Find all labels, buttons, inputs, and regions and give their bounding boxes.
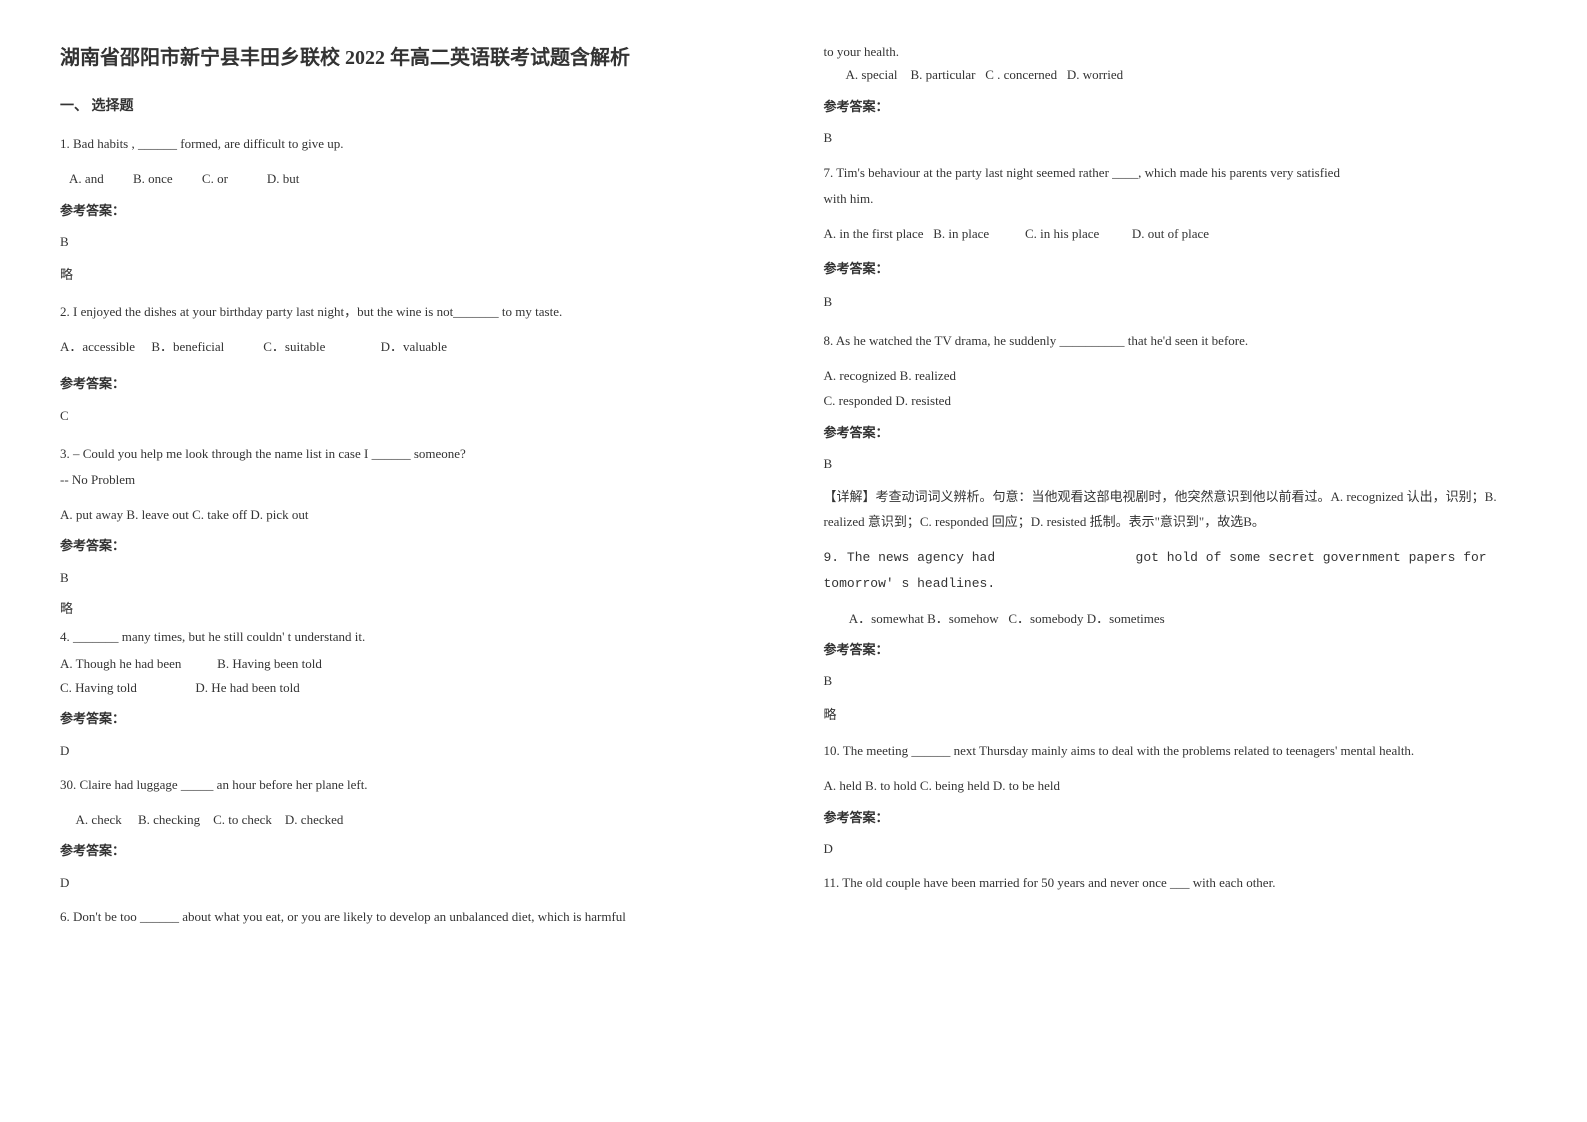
q6-answer-label: 参考答案：	[824, 95, 1528, 118]
section-header: 一、 选择题	[60, 94, 764, 119]
q9-answer-label: 参考答案：	[824, 638, 1528, 661]
q30-answer: D	[60, 871, 764, 894]
q8-answer-label: 参考答案：	[824, 421, 1528, 444]
q1-brief: 略	[60, 263, 764, 286]
q10-answer: D	[824, 837, 1528, 860]
q3-answer: B	[60, 566, 764, 589]
q7-answer: B	[824, 290, 1528, 313]
q4-options1: A. Though he had been B. Having been tol…	[60, 652, 764, 675]
document-title: 湖南省邵阳市新宁县丰田乡联校 2022 年高二英语联考试题含解析	[60, 40, 764, 76]
q7-options: A. in the first place B. in place C. in …	[824, 222, 1528, 245]
q9-options: A．somewhat B．somehow C．somebody D．someti…	[824, 607, 1528, 630]
question-1: 1. Bad habits , ______ formed, are diffi…	[60, 131, 764, 157]
question-6-part1: 6. Don't be too ______ about what you ea…	[60, 904, 764, 930]
q8-explain: 【详解】考查动词词义辨析。句意：当他观看这部电视剧时，他突然意识到他以前看过。A…	[824, 485, 1528, 534]
q2-options: A．accessible B．beneficial C．suitable D．v…	[60, 335, 764, 358]
q9-brief: 略	[824, 703, 1528, 726]
right-column: to your health. A. special B. particular…	[824, 40, 1528, 940]
q2-answer-label: 参考答案：	[60, 372, 764, 395]
q4-stem: 4. _______ many times, but he still coul…	[60, 624, 764, 650]
q6-stem: 6. Don't be too ______ about what you ea…	[60, 904, 764, 930]
question-3: 3. – Could you help me look through the …	[60, 441, 764, 493]
q7-answer-label: 参考答案：	[824, 257, 1528, 280]
q8-stem: 8. As he watched the TV drama, he sudden…	[824, 328, 1528, 354]
q9-stem: 9. The news agency had got hold of some …	[824, 545, 1528, 597]
q6-answer: B	[824, 126, 1528, 149]
q1-options: A. and B. once C. or D. but	[60, 167, 764, 190]
q6-options: A. special B. particular C . concerned D…	[824, 63, 1528, 86]
question-4: 4. _______ many times, but he still coul…	[60, 624, 764, 650]
question-8: 8. As he watched the TV drama, he sudden…	[824, 328, 1528, 354]
q7-stem1: 7. Tim's behaviour at the party last nig…	[824, 160, 1528, 186]
q3-answer-label: 参考答案：	[60, 534, 764, 557]
q10-options: A. held B. to hold C. being held D. to b…	[824, 774, 1528, 797]
q8-options1: A. recognized B. realized	[824, 364, 1528, 387]
q3-brief: 略	[60, 597, 764, 620]
q1-answer: B	[60, 230, 764, 253]
q6-stem2: to your health.	[824, 40, 1528, 63]
q4-answer: D	[60, 739, 764, 762]
q3-stem2: -- No Problem	[60, 467, 764, 493]
q4-options2: C. Having told D. He had been told	[60, 676, 764, 699]
q3-stem1: 3. – Could you help me look through the …	[60, 441, 764, 467]
question-11: 11. The old couple have been married for…	[824, 870, 1528, 896]
q2-stem: 2. I enjoyed the dishes at your birthday…	[60, 299, 764, 325]
q2-answer: C	[60, 404, 764, 427]
q7-stem2: with him.	[824, 186, 1528, 212]
q8-options2: C. responded D. resisted	[824, 389, 1528, 412]
q9-answer: B	[824, 669, 1528, 692]
q1-answer-label: 参考答案：	[60, 199, 764, 222]
q4-answer-label: 参考答案：	[60, 707, 764, 730]
question-10: 10. The meeting ______ next Thursday mai…	[824, 738, 1528, 764]
q30-answer-label: 参考答案：	[60, 839, 764, 862]
q10-answer-label: 参考答案：	[824, 806, 1528, 829]
q11-stem: 11. The old couple have been married for…	[824, 870, 1528, 896]
q1-stem: 1. Bad habits , ______ formed, are diffi…	[60, 131, 764, 157]
q30-options: A. check B. checking C. to check D. chec…	[60, 808, 764, 831]
question-7: 7. Tim's behaviour at the party last nig…	[824, 160, 1528, 212]
q10-stem: 10. The meeting ______ next Thursday mai…	[824, 738, 1528, 764]
q30-stem: 30. Claire had luggage _____ an hour bef…	[60, 772, 764, 798]
page-container: 湖南省邵阳市新宁县丰田乡联校 2022 年高二英语联考试题含解析 一、 选择题 …	[60, 40, 1527, 940]
q8-answer: B	[824, 452, 1528, 475]
question-30: 30. Claire had luggage _____ an hour bef…	[60, 772, 764, 798]
q3-options: A. put away B. leave out C. take off D. …	[60, 503, 764, 526]
question-2: 2. I enjoyed the dishes at your birthday…	[60, 299, 764, 325]
question-9: 9. The news agency had got hold of some …	[824, 545, 1528, 597]
left-column: 湖南省邵阳市新宁县丰田乡联校 2022 年高二英语联考试题含解析 一、 选择题 …	[60, 40, 764, 940]
